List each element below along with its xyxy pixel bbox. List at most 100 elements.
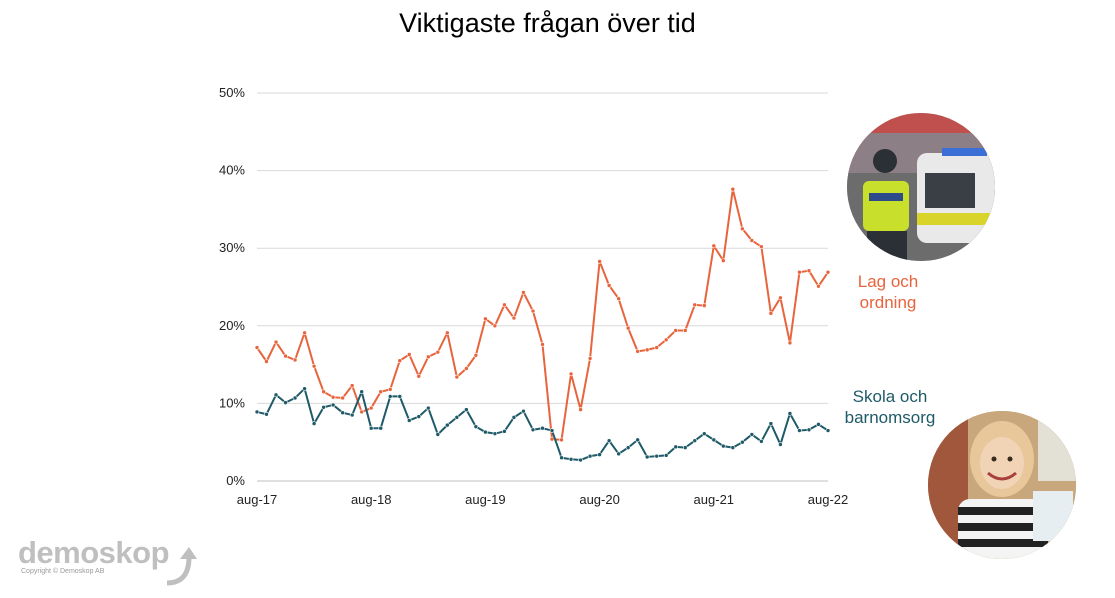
- y-tick-label: 10%: [219, 395, 245, 410]
- data-point-skola-och-barnomsorg: [435, 432, 441, 437]
- data-point-skola-och-barnomsorg: [492, 431, 498, 436]
- data-point-lag-och-ordning: [768, 311, 774, 316]
- data-point-lag-och-ordning: [644, 347, 650, 353]
- data-point-lag-och-ordning: [292, 357, 298, 363]
- data-point-lag-och-ordning: [273, 339, 279, 345]
- data-point-skola-och-barnomsorg: [721, 443, 726, 449]
- data-point-skola-och-barnomsorg: [406, 418, 412, 423]
- data-point-skola-och-barnomsorg: [635, 437, 640, 443]
- data-point-skola-och-barnomsorg: [797, 428, 802, 433]
- logo-text: demoskop: [18, 535, 170, 570]
- data-point-lag-och-ordning: [568, 371, 574, 377]
- data-point-skola-och-barnomsorg: [321, 404, 326, 410]
- data-point-skola-och-barnomsorg: [530, 427, 536, 433]
- x-axis-ticks: aug-17 aug-18 aug-19 aug-20 aug-21 aug-22: [237, 492, 848, 507]
- data-point-skola-och-barnomsorg: [254, 409, 260, 415]
- series-label-line: ordning: [859, 293, 917, 312]
- data-point-lag-och-ordning: [359, 409, 364, 415]
- series-label-line: barnomsorg: [844, 408, 936, 427]
- data-point-lag-och-ordning: [530, 308, 536, 314]
- data-point-lag-och-ordning: [635, 349, 640, 354]
- data-point-skola-och-barnomsorg: [806, 427, 812, 433]
- x-tick-label: aug-20: [579, 492, 619, 507]
- data-point-skola-och-barnomsorg: [568, 456, 574, 462]
- series-label-line: Lag och: [857, 272, 919, 291]
- data-point-skola-och-barnomsorg: [711, 437, 717, 443]
- data-point-lag-och-ordning: [730, 186, 736, 192]
- data-point-lag-och-ordning: [778, 295, 783, 301]
- data-point-lag-och-ordning: [311, 363, 317, 369]
- data-point-skola-och-barnomsorg: [768, 421, 774, 426]
- data-point-lag-och-ordning: [445, 330, 450, 336]
- data-point-skola-och-barnomsorg: [416, 414, 422, 419]
- data-point-lag-och-ordning: [492, 323, 498, 329]
- data-point-lag-och-ordning: [502, 302, 507, 308]
- data-point-skola-och-barnomsorg: [578, 457, 583, 463]
- data-point-lag-och-ordning: [254, 345, 260, 350]
- data-point-skola-och-barnomsorg: [521, 408, 526, 414]
- data-point-lag-och-ordning: [521, 290, 526, 295]
- x-tick-label: aug-22: [808, 492, 848, 507]
- data-point-skola-och-barnomsorg: [464, 407, 469, 412]
- data-point-skola-och-barnomsorg: [340, 410, 345, 416]
- data-point-skola-och-barnomsorg: [425, 405, 431, 411]
- data-point-lag-och-ordning: [759, 244, 764, 249]
- data-point-skola-och-barnomsorg: [502, 429, 507, 434]
- data-point-skola-och-barnomsorg: [606, 438, 612, 443]
- data-point-lag-och-ordning: [740, 226, 745, 232]
- data-point-skola-och-barnomsorg: [368, 425, 374, 431]
- y-tick-label: 20%: [219, 318, 245, 333]
- series-label-skola-och-barnomsorg: Skola och barnomsorg: [830, 386, 950, 428]
- data-point-skola-och-barnomsorg: [597, 452, 602, 457]
- data-point-lag-och-ordning: [330, 394, 336, 400]
- data-point-lag-och-ordning: [511, 315, 517, 321]
- child-photo: [928, 411, 1076, 559]
- data-point-skola-och-barnomsorg: [740, 439, 745, 445]
- data-point-lag-och-ordning: [616, 296, 621, 301]
- data-point-lag-och-ordning: [283, 353, 288, 359]
- data-point-skola-och-barnomsorg: [454, 415, 460, 420]
- data-point-skola-och-barnomsorg: [701, 431, 707, 436]
- data-point-skola-och-barnomsorg: [349, 412, 355, 418]
- data-point-skola-och-barnomsorg: [292, 395, 298, 401]
- data-point-lag-och-ordning: [340, 395, 345, 401]
- data-point-skola-och-barnomsorg: [540, 425, 545, 431]
- data-point-lag-och-ordning: [701, 303, 707, 308]
- chart-title: Viktigaste frågan över tid: [399, 8, 696, 38]
- data-point-lag-och-ordning: [483, 316, 488, 322]
- data-point-lag-och-ordning: [464, 366, 469, 371]
- x-tick-label: aug-19: [465, 492, 505, 507]
- data-point-lag-och-ordning: [587, 356, 593, 361]
- data-point-skola-och-barnomsorg: [387, 394, 393, 399]
- data-point-skola-och-barnomsorg: [778, 442, 783, 447]
- data-point-skola-och-barnomsorg: [825, 428, 831, 433]
- data-point-lag-och-ordning: [606, 283, 612, 288]
- data-point-lag-och-ordning: [711, 243, 717, 249]
- data-point-lag-och-ordning: [406, 352, 412, 357]
- data-point-skola-och-barnomsorg: [759, 439, 764, 444]
- data-point-lag-och-ordning: [540, 342, 545, 347]
- data-point-skola-och-barnomsorg: [473, 424, 479, 429]
- data-point-lag-och-ordning: [321, 389, 326, 395]
- data-point-lag-och-ordning: [397, 358, 403, 364]
- police-photo: [847, 113, 995, 261]
- data-point-lag-och-ordning: [825, 269, 831, 275]
- data-point-lag-och-ordning: [597, 259, 602, 264]
- data-point-lag-och-ordning: [368, 405, 374, 411]
- y-tick-label: 50%: [219, 85, 245, 100]
- data-point-lag-och-ordning: [349, 383, 355, 388]
- data-point-skola-och-barnomsorg: [511, 415, 517, 420]
- y-tick-label: 30%: [219, 240, 245, 255]
- data-point-skola-och-barnomsorg: [549, 428, 555, 433]
- data-point-skola-och-barnomsorg: [445, 422, 450, 428]
- data-point-skola-och-barnomsorg: [692, 438, 698, 443]
- data-point-lag-och-ordning: [721, 258, 726, 263]
- data-point-skola-och-barnomsorg: [559, 455, 564, 461]
- data-point-skola-och-barnomsorg: [663, 453, 669, 458]
- data-point-lag-och-ordning: [416, 373, 422, 379]
- data-point-skola-och-barnomsorg: [730, 445, 736, 450]
- data-point-skola-och-barnomsorg: [311, 421, 317, 426]
- data-point-skola-och-barnomsorg: [644, 454, 650, 460]
- copyright-text: Copyright © Demoskop AB: [21, 568, 105, 575]
- data-point-lag-och-ordning: [473, 352, 479, 358]
